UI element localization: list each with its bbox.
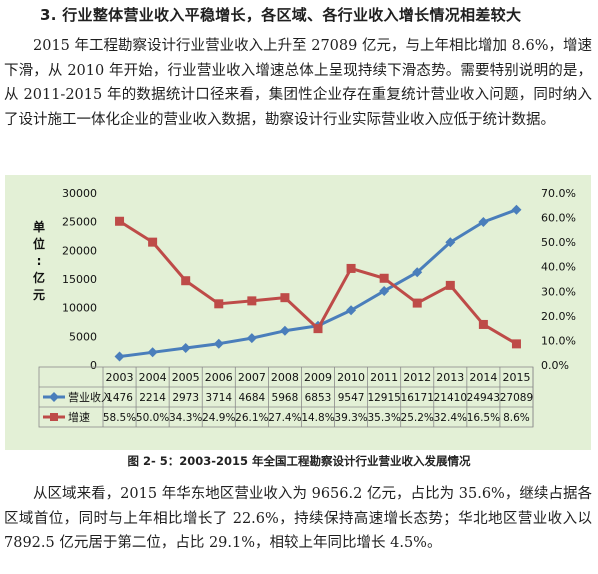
- growth-point: [214, 299, 224, 309]
- data-table-cell: 39.3%: [334, 412, 367, 424]
- revenue-point: [213, 338, 224, 349]
- x-tick-label: 2004: [139, 371, 167, 384]
- revenue-point: [346, 305, 357, 316]
- revenue-point: [279, 325, 290, 336]
- right-tick-label: 10.0%: [541, 334, 576, 347]
- right-tick-label: 0.0%: [541, 359, 569, 372]
- data-table-cell: 58.5%: [103, 412, 136, 424]
- growth-point: [412, 298, 422, 308]
- left-tick-label: 5000: [69, 330, 97, 343]
- x-tick-label: 2005: [172, 371, 200, 384]
- data-table-cell: 35.3%: [367, 412, 400, 424]
- data-table-cell: 32.4%: [434, 412, 467, 424]
- data-table-cell: 16.5%: [467, 412, 500, 424]
- left-tick-label: 30000: [62, 187, 97, 200]
- x-tick-label: 2014: [469, 371, 497, 384]
- left-tick-label: 0: [90, 359, 97, 372]
- x-tick-label: 2015: [502, 371, 530, 384]
- revenue-point: [511, 204, 522, 215]
- x-tick-label: 2009: [304, 371, 332, 384]
- chart-container: 单位: 亿元 0 5000 10000 15000 20000 25000 30000 0.0% 1…: [5, 175, 591, 450]
- data-table-cell: 12915: [367, 392, 400, 404]
- data-table-cell: 3714: [205, 392, 232, 404]
- data-table-cell: 14.8%: [301, 412, 334, 424]
- growth-point: [148, 237, 158, 247]
- data-table-cell: 1476: [106, 392, 133, 404]
- paragraph-intro: 2015 年工程勘察设计行业营业收入上升至 27089 亿元，与上年相比增加 8…: [4, 38, 592, 128]
- right-tick-label: 30.0%: [541, 285, 576, 298]
- data-table-cell: 27089: [500, 392, 533, 404]
- y-axis-label-char: 位: [33, 236, 45, 251]
- revenue-point: [114, 351, 125, 362]
- growth-point: [280, 293, 290, 303]
- x-tick-label: 2010: [337, 371, 365, 384]
- revenue-growth-chart: 单位: 亿元 0 5000 10000 15000 20000 25000 30000 0.0% 1…: [33, 187, 576, 428]
- revenue-point: [445, 237, 456, 248]
- growth-point: [511, 339, 521, 349]
- y-axis-label-char: 单: [33, 219, 45, 234]
- x-tick-label: 2013: [436, 371, 464, 384]
- growth-point: [346, 263, 356, 273]
- legend-swatch-marker: [49, 392, 59, 402]
- data-table-cell: 8.6%: [503, 412, 530, 424]
- data-table-cell: 2973: [172, 392, 199, 404]
- left-tick-label: 25000: [62, 216, 97, 229]
- data-table-cell: 27.4%: [268, 412, 301, 424]
- x-tick-label: 2012: [403, 371, 431, 384]
- section-heading: 3. 行业整体营业收入平稳增长，各区域、各行业收入增长情况相差较大: [40, 6, 522, 24]
- revenue-point: [147, 347, 158, 358]
- left-tick-label: 10000: [62, 302, 97, 315]
- paragraph-regional: 从区域来看，2015 年华东地区营业收入为 9656.2 亿元，占比为 35.6…: [4, 486, 592, 551]
- right-tick-label: 70.0%: [541, 187, 576, 200]
- x-tick-label: 2007: [238, 371, 266, 384]
- data-table-cell: 9547: [338, 392, 365, 404]
- x-tick-label: 2011: [370, 371, 398, 384]
- growth-point: [445, 280, 455, 290]
- data-table-cell: 16171: [401, 392, 434, 404]
- data-table-cell: 4684: [238, 392, 265, 404]
- y-axis-label-char: :: [37, 254, 42, 268]
- x-tick-label: 2008: [271, 371, 299, 384]
- figure-caption: 图 2- 5：2003-2015 年全国工程勘察设计行业营业收入发展情况: [127, 454, 471, 468]
- data-table-cell: 34.3%: [169, 412, 202, 424]
- y-axis-label-char: 亿: [33, 270, 45, 285]
- left-tick-label: 20000: [62, 244, 97, 257]
- data-table-cell: 24943: [467, 392, 500, 404]
- legend-series-name: 增速: [68, 410, 90, 424]
- revenue-point: [246, 333, 257, 344]
- growth-point: [181, 276, 191, 286]
- data-table-cell: 24.9%: [202, 412, 235, 424]
- right-tick-label: 40.0%: [541, 261, 576, 274]
- right-tick-label: 60.0%: [541, 212, 576, 225]
- data-table-cell: 5968: [272, 392, 299, 404]
- data-table-cell: 25.2%: [401, 412, 434, 424]
- revenue-point: [478, 216, 489, 227]
- right-tick-label: 50.0%: [541, 236, 576, 249]
- revenue-point: [180, 342, 191, 353]
- data-table-cell: 2214: [139, 392, 166, 404]
- growth-point: [379, 273, 389, 283]
- growth-point: [115, 216, 125, 226]
- revenue-point: [379, 285, 390, 296]
- legend-swatch-marker: [50, 413, 58, 421]
- growth-point: [247, 296, 257, 306]
- data-table-cell: 6853: [305, 392, 332, 404]
- data-table-cell: 21410: [434, 392, 467, 404]
- right-tick-label: 20.0%: [541, 310, 576, 323]
- left-tick-label: 15000: [62, 273, 97, 286]
- data-table-cell: 26.1%: [235, 412, 268, 424]
- growth-point: [313, 324, 323, 334]
- x-tick-label: 2003: [106, 371, 134, 384]
- y-axis-label-char: 元: [33, 288, 45, 302]
- data-table-cell: 50.0%: [136, 412, 169, 424]
- growth-point: [478, 319, 488, 329]
- series-line-revenue: [119, 208, 517, 359]
- x-tick-label: 2006: [205, 371, 233, 384]
- revenue-point: [412, 267, 423, 278]
- legend-series-name: 营业收入: [68, 390, 112, 404]
